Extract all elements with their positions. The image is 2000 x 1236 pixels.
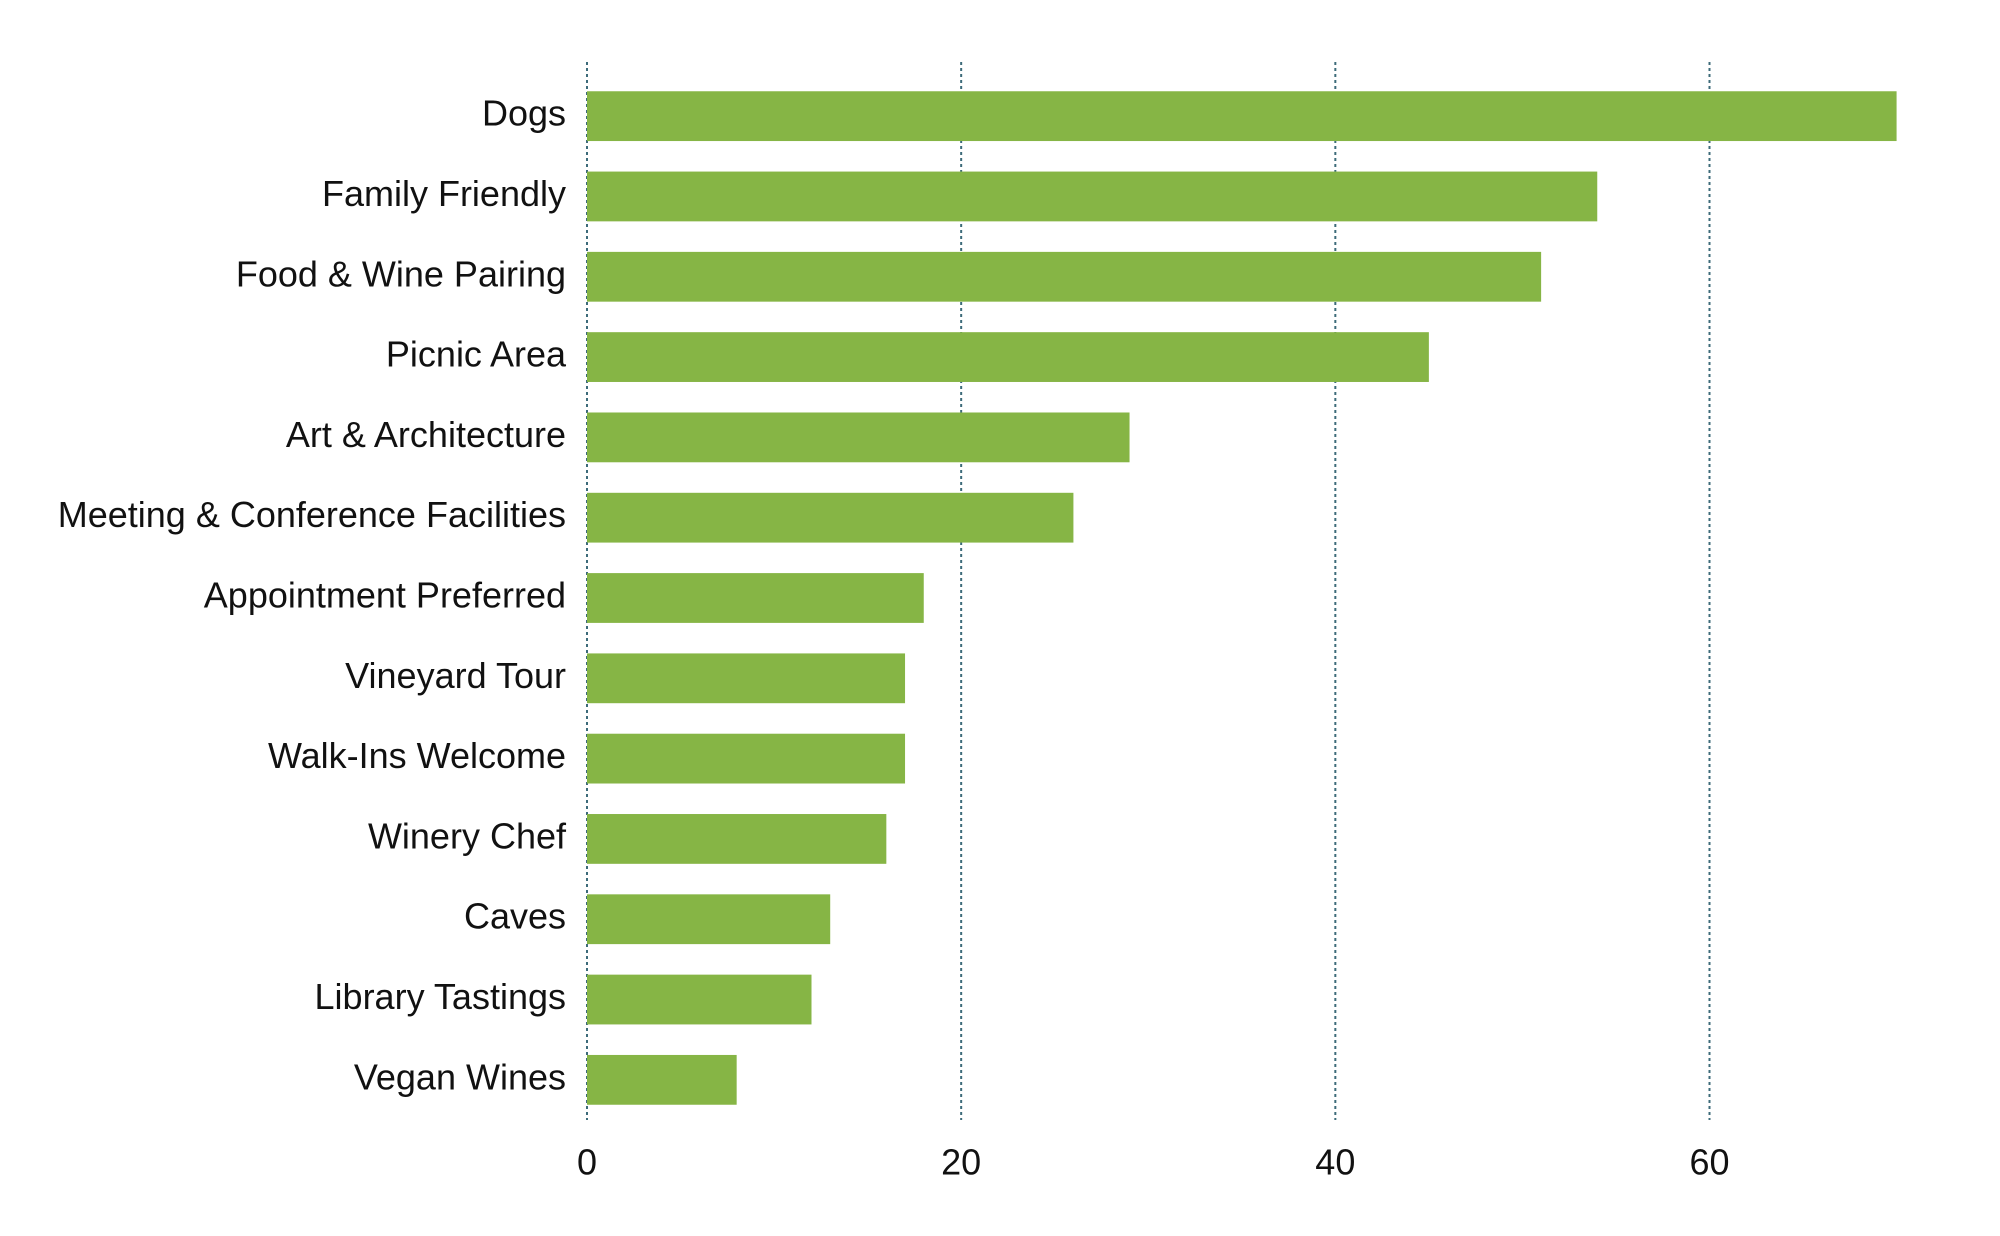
y-tick-label: Walk-Ins Welcome <box>268 735 566 776</box>
bar <box>587 894 831 945</box>
x-tick-label: 40 <box>1315 1142 1355 1183</box>
y-tick-label: Library Tastings <box>315 976 566 1017</box>
bar <box>587 251 1542 302</box>
bar <box>587 492 1074 543</box>
bar <box>587 653 906 704</box>
y-tick-label: Appointment Preferred <box>204 575 566 616</box>
bar <box>587 573 924 623</box>
bar <box>587 332 1429 382</box>
y-tick-label: Winery Chef <box>368 815 567 856</box>
x-tick-label: 60 <box>1689 1142 1729 1183</box>
y-tick-label: Dogs <box>482 93 566 134</box>
y-tick-label: Vegan Wines <box>354 1056 566 1097</box>
y-tick-label: Family Friendly <box>322 173 566 214</box>
bar <box>587 412 1130 463</box>
bar <box>587 171 1598 222</box>
bar <box>587 91 1897 142</box>
bar <box>587 733 906 784</box>
bar <box>587 814 887 864</box>
y-tick-label: Food & Wine Pairing <box>236 253 566 294</box>
bar <box>587 1054 737 1105</box>
x-tick-label: 0 <box>577 1142 597 1183</box>
x-tick-label: 20 <box>941 1142 981 1183</box>
y-tick-label: Meeting & Conference Facilities <box>58 494 566 535</box>
y-tick-label: Picnic Area <box>386 334 567 375</box>
y-tick-label: Vineyard Tour <box>345 655 566 696</box>
y-tick-label: Caves <box>464 896 566 937</box>
bar <box>587 974 812 1025</box>
y-tick-label: Art & Architecture <box>286 414 566 455</box>
